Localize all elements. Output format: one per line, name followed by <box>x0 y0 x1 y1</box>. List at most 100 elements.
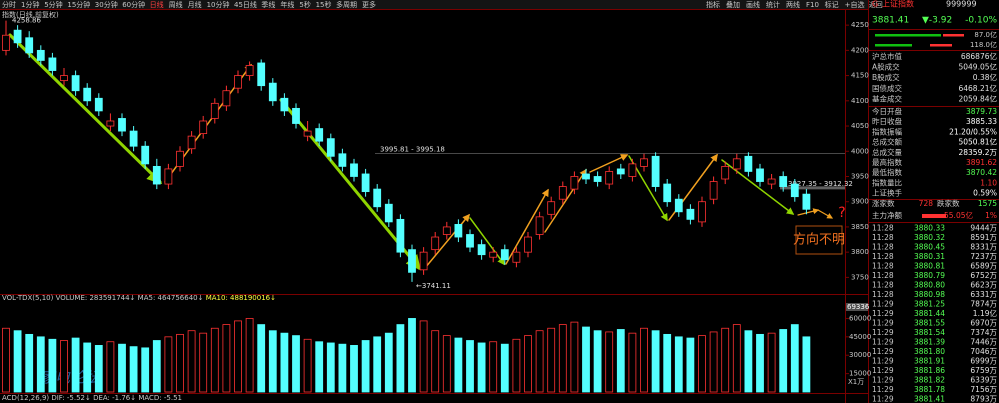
tick-price: 3880.98 <box>914 290 945 299</box>
candle-body <box>779 176 788 187</box>
breadth-up-label: 涨家数 <box>872 198 895 208</box>
tick-time: 11:28 <box>872 281 894 290</box>
volume-bar <box>489 341 498 393</box>
low-label: ←3741.11 <box>416 282 451 290</box>
tick-price: 3881.39 <box>914 338 945 347</box>
volume-bar <box>245 318 254 393</box>
candle-body <box>350 163 358 177</box>
period-tab[interactable]: 5秒 <box>299 0 310 9</box>
volume-bar <box>582 326 590 393</box>
volume-bar <box>292 335 300 393</box>
period-tab[interactable]: 更多 <box>362 0 376 9</box>
period-tab[interactable]: 日线 <box>150 0 164 9</box>
period-tab[interactable]: 周线 <box>169 0 183 9</box>
tool-button[interactable]: 两线 <box>786 0 800 9</box>
quote-name: 上证指数 <box>882 0 914 9</box>
candle-body <box>477 244 486 256</box>
volume-bar <box>222 324 231 393</box>
candle-body <box>570 176 579 190</box>
stat-value: 3885.33 <box>966 117 997 126</box>
period-tab[interactable]: 月线 <box>188 0 202 9</box>
candle-body <box>512 251 521 263</box>
tool-button[interactable]: F10 <box>806 1 819 9</box>
market-value: 686876亿 <box>961 51 998 61</box>
flow-bar <box>875 34 941 37</box>
tool-button[interactable]: +自选 <box>845 0 865 9</box>
tick-volume: 6999万 <box>970 357 997 366</box>
candle-body <box>315 128 324 142</box>
candle-body <box>535 216 544 235</box>
tool-button[interactable]: 叠加 <box>726 0 740 9</box>
net-value: 55.05亿 <box>944 210 973 220</box>
tick-time: 11:29 <box>872 357 894 366</box>
candle-body <box>709 181 718 200</box>
period-tab[interactable]: 60分钟 <box>122 0 145 9</box>
y-tick-label: 3750 <box>851 273 869 281</box>
volume-bar <box>570 321 579 393</box>
tick-time: 11:29 <box>872 376 894 385</box>
period-tab[interactable]: 5分钟 <box>44 0 62 9</box>
trend-arrow <box>544 168 587 233</box>
volume-bar <box>303 338 312 393</box>
candle-body <box>71 75 80 92</box>
period-tab[interactable]: 分时 <box>2 0 16 9</box>
stat-label: 今日开盘 <box>872 106 902 116</box>
tick-time: 11:28 <box>872 271 894 280</box>
breadth-up: 728 <box>919 199 934 208</box>
period-tab[interactable]: 季线 <box>261 0 275 9</box>
candle-body <box>257 62 266 87</box>
period-tab[interactable]: 1分钟 <box>21 0 39 9</box>
tick-volume: 7446万 <box>970 338 997 347</box>
period-tab[interactable]: 10分钟 <box>207 0 230 9</box>
question-mark: ? <box>838 205 845 221</box>
tick-price: 3880.32 <box>914 233 945 242</box>
candle-body <box>25 37 34 54</box>
volume-bar <box>384 332 393 393</box>
volume-bar <box>524 335 532 393</box>
tick-price: 3881.80 <box>914 347 945 356</box>
tick-price: 3880.80 <box>914 281 945 290</box>
tick-price: 3881.86 <box>914 366 945 375</box>
chart-title: 指数(日线,前复权) <box>2 10 59 19</box>
market-label: A股成交 <box>872 62 900 72</box>
stat-value: 3879.73 <box>966 107 997 116</box>
high-label: 4258.86 <box>12 17 41 25</box>
volume-bar <box>106 341 115 393</box>
candle-body <box>593 176 602 182</box>
tool-button[interactable]: 标记 <box>825 0 839 9</box>
stat-value: 1.10 <box>980 178 997 187</box>
tool-button[interactable]: 返回 <box>869 1 883 9</box>
period-tab[interactable]: 30分钟 <box>95 0 118 9</box>
tick-price: 3881.55 <box>914 319 945 328</box>
period-tab[interactable]: 多周期 <box>336 0 357 9</box>
volume-bar <box>802 336 811 393</box>
tool-button[interactable]: 画线 <box>746 0 760 9</box>
trend-arrow <box>279 98 421 271</box>
macd-header: ACD(12,26,9) DIF: -5.52↓ DEA: -1.76↓ MAC… <box>2 394 182 402</box>
volume-bar <box>94 345 103 393</box>
candle-body <box>268 82 277 102</box>
market-value: 0.38亿 <box>973 72 998 82</box>
flow-value: 118.0亿 <box>970 40 997 49</box>
y-tick-label: 60000 <box>849 314 871 322</box>
candle-body <box>454 224 463 238</box>
note: 方向不明 <box>793 232 845 248</box>
vol-label: VOL-TDX(5,10) VOLUME: 283591744↓ <box>2 294 135 302</box>
tick-volume: 6331万 <box>970 290 997 299</box>
stat-label: 总成交额 <box>872 137 902 147</box>
period-tab[interactable]: 45日线 <box>234 0 257 9</box>
stat-label: 指数量比 <box>872 177 902 187</box>
period-tab[interactable]: 年线 <box>280 0 294 9</box>
y-tick-label: 4050 <box>851 122 869 130</box>
period-tab[interactable]: 15分钟 <box>67 0 90 9</box>
tool-button[interactable]: 统计 <box>766 0 780 9</box>
candle-body <box>790 183 799 198</box>
candle-body <box>176 150 184 167</box>
tool-button[interactable]: 指标 <box>706 0 720 9</box>
candle-body <box>13 29 22 44</box>
period-tab[interactable]: 15秒 <box>316 0 332 9</box>
candle-body <box>234 75 242 89</box>
stat-label: 昨日收盘 <box>872 116 902 126</box>
volume-bar <box>500 343 509 393</box>
stat-value: 3891.62 <box>966 158 997 167</box>
